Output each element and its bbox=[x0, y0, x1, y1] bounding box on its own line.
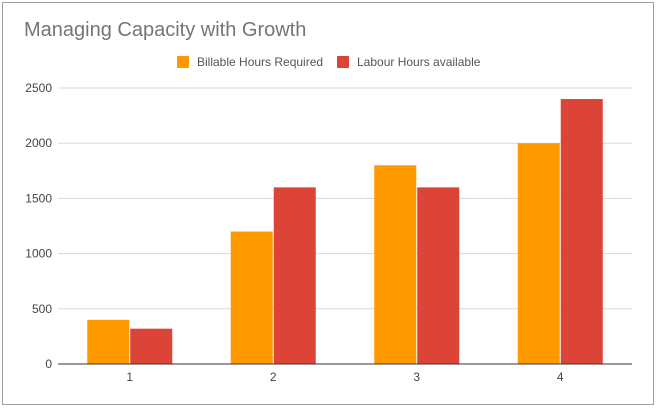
bar-labour-2 bbox=[273, 187, 316, 364]
bar-billable-2 bbox=[230, 231, 273, 364]
bar-labour-3 bbox=[417, 187, 460, 364]
x-tick-label: 4 bbox=[557, 370, 564, 384]
bar-billable-1 bbox=[87, 319, 130, 364]
bar-billable-4 bbox=[517, 143, 560, 364]
y-tick-label: 2000 bbox=[25, 136, 52, 150]
x-tick-label: 2 bbox=[270, 370, 277, 384]
legend: Billable Hours Required Labour Hours avai… bbox=[177, 55, 481, 69]
legend-swatch bbox=[177, 56, 189, 68]
y-tick-label: 1500 bbox=[25, 191, 52, 205]
chart-title: Managing Capacity with Growth bbox=[24, 19, 307, 41]
y-tick-label: 2500 bbox=[25, 81, 52, 95]
x-tick-label: 3 bbox=[413, 370, 420, 384]
x-axis-tick-labels: 1 2 3 4 bbox=[126, 370, 564, 384]
y-axis-tick-labels: 0 500 1000 1500 2000 2500 bbox=[25, 81, 52, 371]
y-tick-label: 1000 bbox=[25, 247, 52, 261]
legend-label: Billable Hours Required bbox=[197, 55, 323, 69]
bars bbox=[87, 99, 603, 364]
legend-label: Labour Hours available bbox=[357, 55, 481, 69]
y-tick-label: 500 bbox=[32, 302, 52, 316]
x-tick-label: 1 bbox=[126, 370, 133, 384]
legend-swatch bbox=[337, 56, 349, 68]
bar-labour-4 bbox=[560, 99, 603, 364]
bar-labour-1 bbox=[130, 328, 173, 364]
y-tick-label: 0 bbox=[45, 357, 52, 371]
bar-billable-3 bbox=[374, 165, 417, 364]
